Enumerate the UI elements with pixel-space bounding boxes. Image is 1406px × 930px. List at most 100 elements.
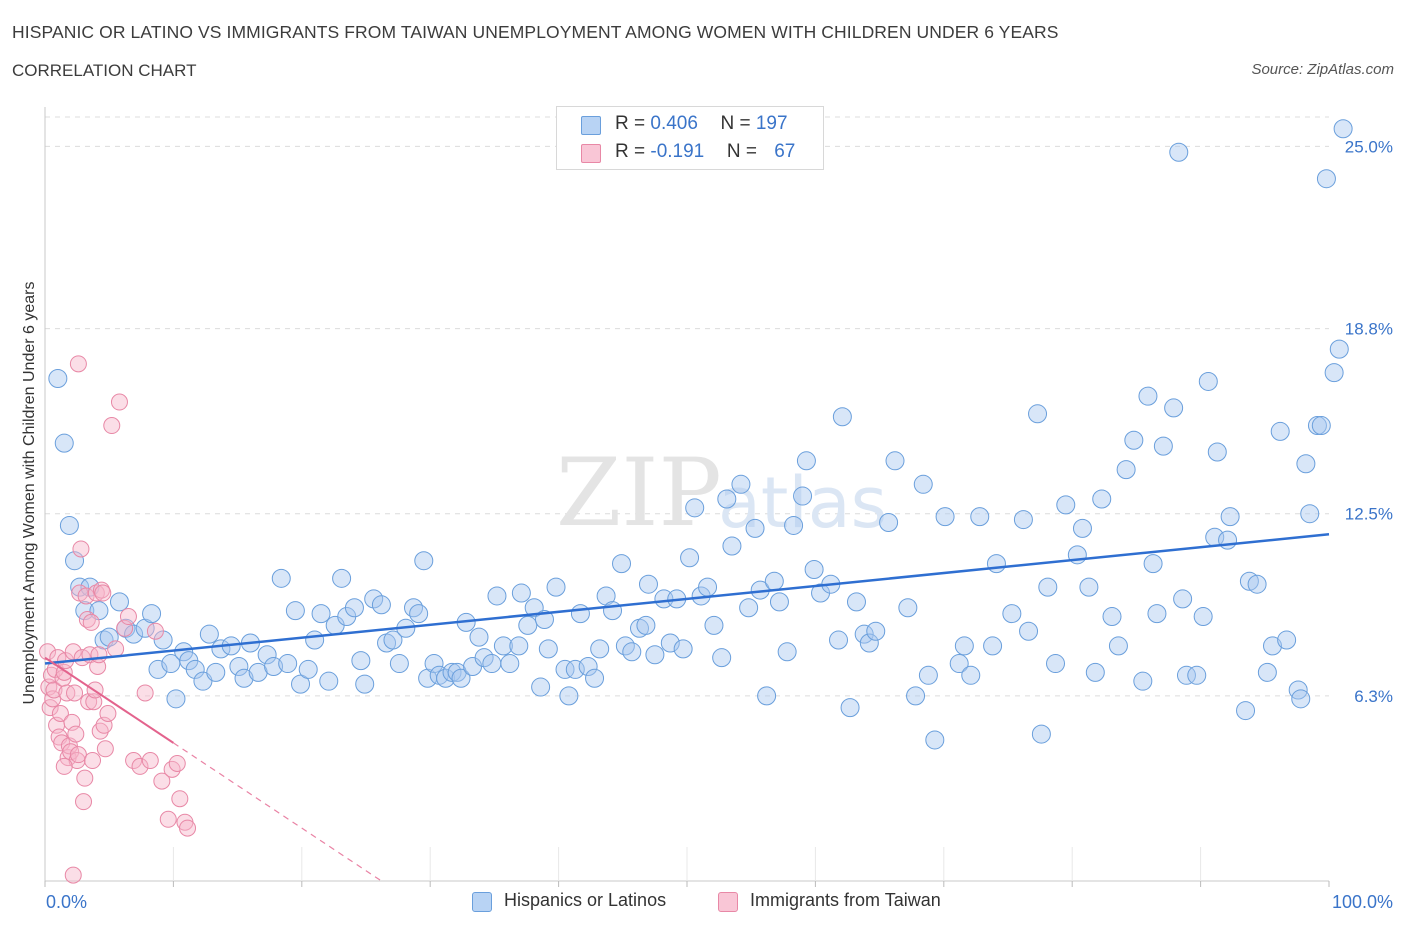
- points-layer: [39, 119, 1353, 884]
- scatter-point-hispanic: [424, 654, 444, 674]
- scatter-point-hispanic: [1218, 530, 1238, 550]
- legend-swatch-pink: [581, 144, 601, 163]
- scatter-point-taiwan: [76, 769, 94, 787]
- scatter-point-hispanic: [1300, 504, 1320, 524]
- scatter-point-taiwan: [84, 752, 102, 770]
- scatter-point-taiwan: [55, 757, 73, 775]
- scatter-point-hispanic: [717, 489, 737, 509]
- scatter-point-hispanic: [1311, 416, 1331, 436]
- scatter-point-hispanic: [538, 639, 558, 659]
- scatter-point-taiwan: [64, 866, 82, 884]
- scatter-point-hispanic: [1019, 621, 1039, 641]
- scatter-point-hispanic: [451, 668, 471, 688]
- legend-n-value: 67: [774, 141, 796, 162]
- scatter-point-taiwan: [153, 772, 171, 790]
- scatter-point-taiwan: [136, 684, 154, 702]
- scatter-point-taiwan: [66, 684, 84, 702]
- scatter-point-hispanic: [731, 474, 751, 494]
- scatter-point-hispanic: [784, 515, 804, 535]
- scatter-point-hispanic: [109, 592, 129, 612]
- scatter-point-taiwan: [87, 584, 105, 602]
- legend-n-label: N =: [726, 141, 763, 162]
- scatter-point-taiwan: [82, 613, 100, 631]
- scatter-point-hispanic: [685, 498, 705, 518]
- scatter-point-hispanic: [636, 615, 656, 635]
- y-tick-label: 18.8%: [1345, 320, 1393, 339]
- scatter-point-hispanic: [859, 633, 879, 653]
- scatter-point-hispanic: [474, 648, 494, 668]
- scatter-point-hispanic: [1220, 507, 1240, 527]
- scatter-point-taiwan: [69, 355, 87, 373]
- scatter-point-taiwan: [51, 705, 69, 723]
- trendline-taiwan: [44, 656, 174, 744]
- scatter-point-hispanic: [1296, 454, 1316, 474]
- scatter-point-hispanic: [199, 624, 219, 644]
- scatter-point-taiwan: [92, 581, 110, 599]
- scatter-point-hispanic: [148, 659, 168, 679]
- scatter-point-hispanic: [559, 686, 579, 706]
- scatter-point-hispanic: [757, 686, 777, 706]
- scatter-point-hispanic: [712, 648, 732, 668]
- scatter-point-hispanic: [291, 674, 311, 694]
- scatter-point-hispanic: [271, 568, 291, 588]
- scatter-point-hispanic: [1173, 589, 1193, 609]
- scatter-point-hispanic: [469, 627, 489, 647]
- scatter-point-hispanic: [1138, 386, 1158, 406]
- scatter-point-hispanic: [1333, 119, 1353, 139]
- scatter-point-hispanic: [1198, 371, 1218, 391]
- scatter-point-hispanic: [174, 642, 194, 662]
- scatter-point-hispanic: [555, 659, 575, 679]
- tick-layer: 6.3% 12.5% 18.8% 25.0% 0.0% 100.0%: [46, 137, 1393, 912]
- scatter-point-hispanic: [1164, 398, 1184, 418]
- scatter-point-taiwan: [179, 819, 197, 837]
- scatter-point-hispanic: [590, 639, 610, 659]
- scatter-point-taiwan: [67, 725, 85, 743]
- scatter-point-hispanic: [1046, 654, 1066, 674]
- scatter-point-taiwan: [171, 790, 189, 808]
- scatter-point-hispanic: [1124, 430, 1144, 450]
- scatter-point-hispanic: [383, 630, 403, 650]
- scatter-point-taiwan: [72, 540, 90, 558]
- scatter-point-hispanic: [1329, 339, 1349, 359]
- scatter-point-hispanic: [739, 598, 759, 618]
- scatter-point-hispanic: [1291, 689, 1311, 709]
- scatter-point-hispanic: [885, 451, 905, 471]
- scatter-point-hispanic: [344, 598, 364, 618]
- scatter-point-hispanic: [389, 654, 409, 674]
- scatter-point-taiwan: [168, 754, 186, 772]
- scatter-point-hispanic: [371, 595, 391, 615]
- scatter-point-hispanic: [986, 554, 1006, 574]
- scatter-point-hispanic: [1316, 169, 1336, 189]
- scatter-point-hispanic: [854, 624, 874, 644]
- scatter-point-hispanic: [777, 642, 797, 662]
- scatter-point-hispanic: [298, 659, 318, 679]
- scatter-point-taiwan: [119, 608, 137, 626]
- scatter-point-hispanic: [48, 369, 68, 389]
- x-tick-label: 0.0%: [46, 892, 87, 912]
- scatter-point-hispanic: [311, 604, 331, 624]
- scatter-point-hispanic: [983, 636, 1003, 656]
- scatter-point-taiwan: [107, 640, 125, 658]
- scatter-point-hispanic: [585, 668, 605, 688]
- chart-subtitle: CORRELATION CHART: [12, 61, 197, 80]
- scatter-point-hispanic: [124, 624, 144, 644]
- scatter-point-hispanic: [1147, 604, 1167, 624]
- scatter-point-hispanic: [1187, 665, 1207, 685]
- scatter-point-hispanic: [1277, 630, 1297, 650]
- scatter-point-hispanic: [518, 615, 538, 635]
- scatter-point-hispanic: [531, 677, 551, 697]
- scatter-point-hispanic: [166, 689, 186, 709]
- scatter-point-hispanic: [1108, 636, 1128, 656]
- scatter-point-taiwan: [77, 587, 95, 605]
- scatter-point-hispanic: [1153, 436, 1173, 456]
- scatter-point-hispanic: [1085, 662, 1105, 682]
- scatter-point-hispanic: [264, 656, 284, 676]
- scatter-point-hispanic: [622, 642, 642, 662]
- scatter-point-hispanic: [364, 589, 384, 609]
- scatter-point-hispanic: [234, 668, 254, 688]
- scatter-point-hispanic: [257, 645, 277, 665]
- scatter-point-hispanic: [442, 662, 462, 682]
- scatter-point-hispanic: [285, 601, 305, 621]
- scatter-point-hispanic: [1270, 421, 1290, 441]
